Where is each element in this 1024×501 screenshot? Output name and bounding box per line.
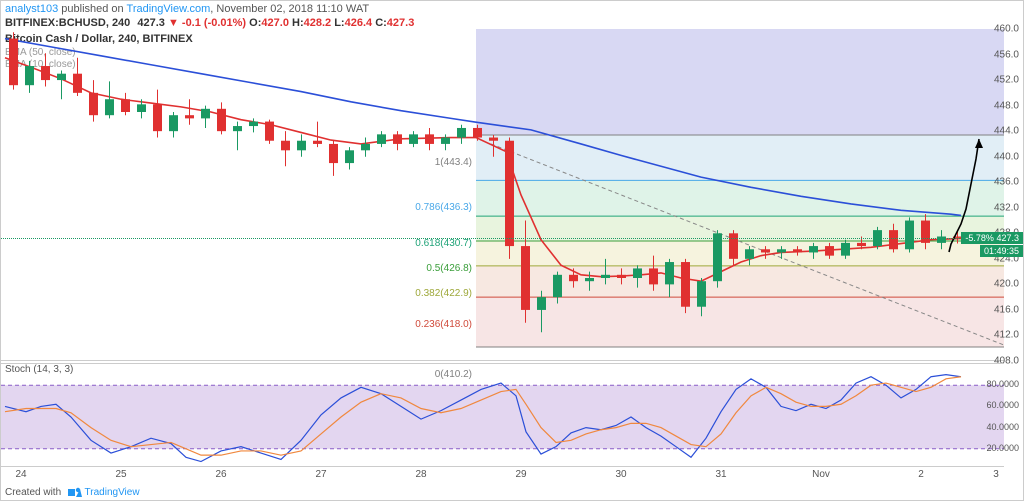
y-tick: 416.0	[994, 304, 1019, 315]
tradingview-logo-icon[interactable]: TradingView	[68, 487, 140, 498]
fib-level-label: 1(443.4)	[396, 157, 472, 168]
x-tick: 31	[715, 469, 726, 480]
stoch-y-tick: 60.0000	[986, 400, 1019, 410]
price-badge: -5.78% 427.3	[961, 232, 1023, 244]
x-tick: 28	[415, 469, 426, 480]
stoch-y-tick: 20.0000	[986, 443, 1019, 453]
x-tick: 27	[315, 469, 326, 480]
x-tick: 24	[15, 469, 26, 480]
countdown-badge: 01:49:35	[980, 245, 1023, 257]
x-tick: 2	[918, 469, 924, 480]
price-axis: 408.0412.0416.0420.0424.0428.0432.0436.0…	[968, 29, 1023, 361]
y-tick: 460.0	[994, 24, 1019, 35]
y-tick: 448.0	[994, 100, 1019, 111]
x-tick: 25	[115, 469, 126, 480]
stoch-axis: 20.0000 40.0000 60.0000 80.0000	[968, 363, 1023, 469]
change-arrow-down-icon: ▼	[168, 17, 179, 29]
fib-level-label: 0.5(426.8)	[396, 263, 472, 274]
y-tick: 452.0	[994, 75, 1019, 86]
y-tick: 456.0	[994, 49, 1019, 60]
x-tick: 3	[993, 469, 999, 480]
fib-level-label: 0.236(418.0)	[396, 319, 472, 330]
y-tick: 444.0	[994, 126, 1019, 137]
fib-level-label: 0.618(430.7)	[396, 238, 472, 249]
y-tick: 440.0	[994, 151, 1019, 162]
symbol: BITFINEX:BCHUSD, 240	[5, 17, 130, 29]
footer: Created with TradingView	[5, 487, 140, 498]
ticker-bar: BITFINEX:BCHUSD, 240 427.3 ▼ -0.1 (-0.01…	[5, 17, 414, 29]
stoch-pane[interactable]	[1, 363, 1004, 469]
author-link[interactable]: analyst103	[5, 3, 58, 15]
fib-level-label: 0.382(422.9)	[396, 288, 472, 299]
x-tick: 30	[615, 469, 626, 480]
fib-level-label: 0.786(436.3)	[396, 202, 472, 213]
chart-container: analyst103 published on TradingView.com,…	[0, 0, 1024, 501]
site-link[interactable]: TradingView.com	[127, 3, 211, 15]
stoch-y-tick: 40.0000	[986, 422, 1019, 432]
y-tick: 432.0	[994, 202, 1019, 213]
y-tick: 412.0	[994, 330, 1019, 341]
x-tick: 29	[515, 469, 526, 480]
y-tick: 436.0	[994, 177, 1019, 188]
price-chart[interactable]: 1(443.4) 0.786(436.3) 0.618(430.7) 0.5(426.…	[1, 29, 1004, 361]
x-tick: 26	[215, 469, 226, 480]
last-price-line	[1, 238, 1004, 239]
x-tick: Nov	[812, 469, 830, 480]
time-axis: 24 25 26 27 28 29 30 31 Nov 2 3	[1, 466, 1004, 482]
y-tick: 420.0	[994, 279, 1019, 290]
stoch-y-tick: 80.0000	[986, 379, 1019, 389]
publish-info: analyst103 published on TradingView.com,…	[5, 3, 369, 15]
